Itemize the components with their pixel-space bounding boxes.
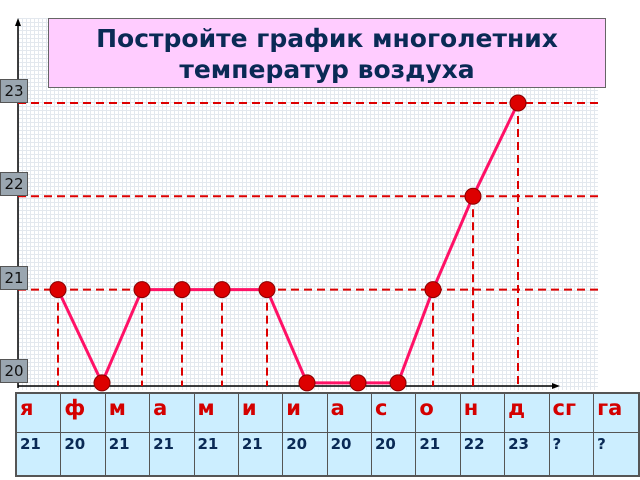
value-cell: ? [593,432,640,477]
month-cell: я [15,392,62,433]
value-cell: 20 [282,432,328,477]
y-tick-label: 21 [0,265,28,290]
month-cell: га [593,392,640,433]
data-point [93,374,111,392]
value-cell: 20 [326,432,373,477]
data-point [258,281,276,299]
series-line [56,102,520,387]
value-cell: 22 [459,432,506,477]
data-point [213,281,231,299]
value-cell: 20 [370,432,417,477]
value-cell: 21 [15,432,62,477]
month-cell: ф [60,392,106,433]
month-cell: и [282,392,328,433]
value-cell: 23 [504,432,550,477]
y-tick-label: 20 [0,358,28,383]
month-cell: а [149,392,195,433]
value-cell: 21 [415,432,461,477]
data-point [424,281,442,299]
month-cell: д [504,392,550,433]
month-cell: и [237,392,284,433]
data-point [509,94,527,112]
month-cell: сг [548,392,595,433]
data-point [173,281,191,299]
value-cell: ? [548,432,595,477]
data-point [133,281,151,299]
data-table: я ф м а м и и а с о н д сг га 21 20 21 21 21 21 20 20 20 21 22 2… [15,392,640,477]
chart-title: Постройте график многолетних температур … [48,18,606,88]
value-cell: 20 [60,432,106,477]
month-cell: н [459,392,506,433]
y-axis-arrow [15,18,21,26]
value-cell: 21 [104,432,151,477]
value-cell: 21 [149,432,195,477]
month-cell: а [326,392,373,433]
y-tick-label: 23 [0,79,28,103]
data-point [298,374,316,392]
data-point [464,187,482,205]
month-cell: м [193,392,239,433]
data-point [49,281,67,299]
value-cell: 21 [237,432,284,477]
x-axis-arrow [552,383,560,389]
data-point [349,374,367,392]
month-cell: о [415,392,461,433]
data-point [389,374,407,392]
value-cell: 21 [193,432,239,477]
y-tick-label: 22 [0,172,28,197]
month-cell: м [104,392,151,433]
month-cell: с [370,392,417,433]
